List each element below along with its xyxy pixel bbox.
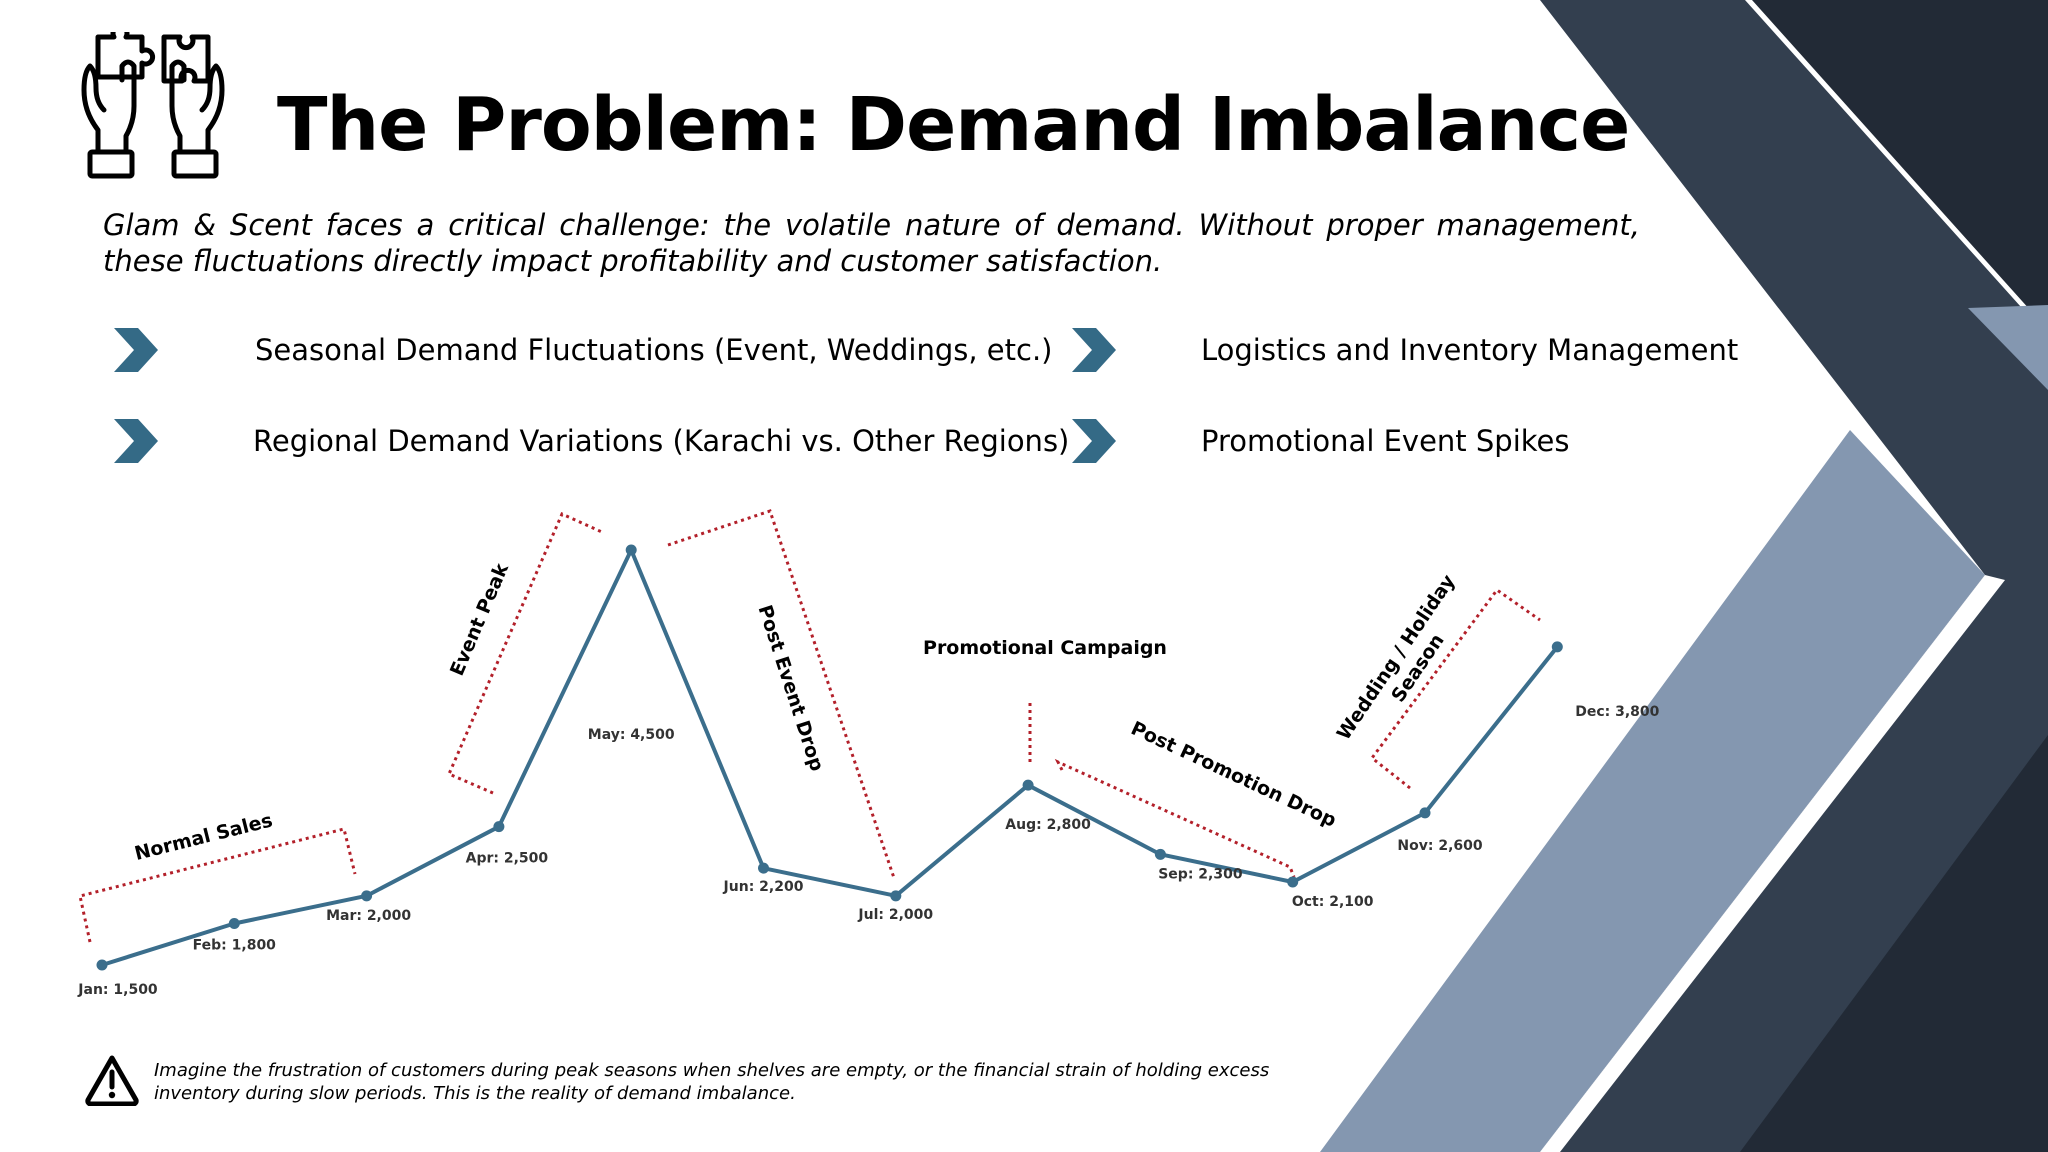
data-label-mar: Mar: 2,000 — [326, 908, 411, 924]
data-label-sep: Sep: 2,300 — [1158, 866, 1243, 882]
bullet-text: Regional Demand Variations (Karachi vs. … — [253, 424, 1070, 458]
data-labels: Jan: 1,500 Feb: 1,800 Mar: 2,000 Apr: 2,500… — [77, 704, 1659, 998]
data-point-apr — [493, 821, 505, 833]
intro-paragraph: Glam & Scent faces a critical challenge:… — [103, 208, 1640, 278]
bracket-event-peak — [447, 512, 605, 795]
data-label-aug: Aug: 2,800 — [1005, 817, 1091, 833]
data-point-oct — [1287, 876, 1299, 888]
data-label-nov: Nov: 2,600 — [1397, 838, 1482, 854]
data-label-apr: Apr: 2,500 — [466, 851, 549, 867]
chevron-right-icon — [1072, 419, 1116, 463]
data-point-jul — [890, 890, 902, 902]
data-label-oct: Oct: 2,100 — [1292, 894, 1374, 910]
bullet-seasonal: Seasonal Demand Fluctuations (Event, Wed… — [112, 326, 1053, 374]
data-label-jan: Jan: 1,500 — [77, 982, 158, 998]
annotation-post-promotion-drop: Post Promotion Drop — [1127, 717, 1339, 832]
bullet-text: Logistics and Inventory Management — [1201, 333, 1739, 367]
bullet-text: Promotional Event Spikes — [1201, 424, 1570, 458]
slide-title: The Problem: Demand Imbalance — [277, 82, 1630, 168]
data-point-aug — [1022, 779, 1034, 791]
chevron-right-icon — [114, 419, 158, 463]
data-label-dec: Dec: 3,800 — [1575, 704, 1659, 720]
data-point-may — [625, 544, 637, 556]
data-point-jan — [96, 959, 108, 971]
data-point-nov — [1419, 807, 1431, 819]
data-point-dec — [1551, 641, 1563, 653]
bullet-regional: Regional Demand Variations (Karachi vs. … — [112, 417, 1069, 465]
annotation-line-1: Wedding / Holiday — [1333, 570, 1460, 744]
chevron-right-icon — [114, 328, 158, 372]
bullet-text: Seasonal Demand Fluctuations (Event, Wed… — [255, 333, 1053, 367]
bracket-post-promotion-drop — [1054, 758, 1296, 878]
warning-triangle-icon — [85, 1055, 139, 1106]
data-label-jun: Jun: 2,200 — [723, 879, 804, 895]
data-point-feb — [228, 918, 240, 930]
annotation-event-peak: Event Peak — [446, 560, 513, 679]
data-label-feb: Feb: 1,800 — [193, 938, 277, 954]
bracket-normal-sales — [78, 827, 357, 943]
data-label-may: May: 4,500 — [588, 727, 675, 743]
annotation-wedding-holiday-season: Wedding / Holiday Season — [1333, 565, 1484, 757]
annotation-brackets — [78, 509, 1541, 943]
series-line — [96, 544, 1563, 971]
series-path — [101, 548, 1559, 967]
data-label-jul: Jul: 2,000 — [857, 907, 933, 923]
data-point-mar — [361, 890, 373, 902]
data-point-jun — [758, 862, 769, 874]
bracket-post-event-drop — [667, 509, 896, 879]
bullet-promotional: Promotional Event Spikes — [1070, 417, 1569, 465]
footnote-text: Imagine the frustration of customers dur… — [154, 1060, 1270, 1104]
annotation-promotional-campaign: Promotional Campaign — [923, 637, 1167, 659]
puzzle-hands-icon — [81, 32, 225, 179]
chevron-right-icon — [1072, 328, 1116, 372]
data-point-sep — [1154, 848, 1166, 860]
annotation-post-event-drop: Post Event Drop — [753, 602, 827, 774]
bullet-logistics: Logistics and Inventory Management — [1070, 326, 1738, 374]
annotation-normal-sales: Normal Sales — [132, 809, 274, 865]
